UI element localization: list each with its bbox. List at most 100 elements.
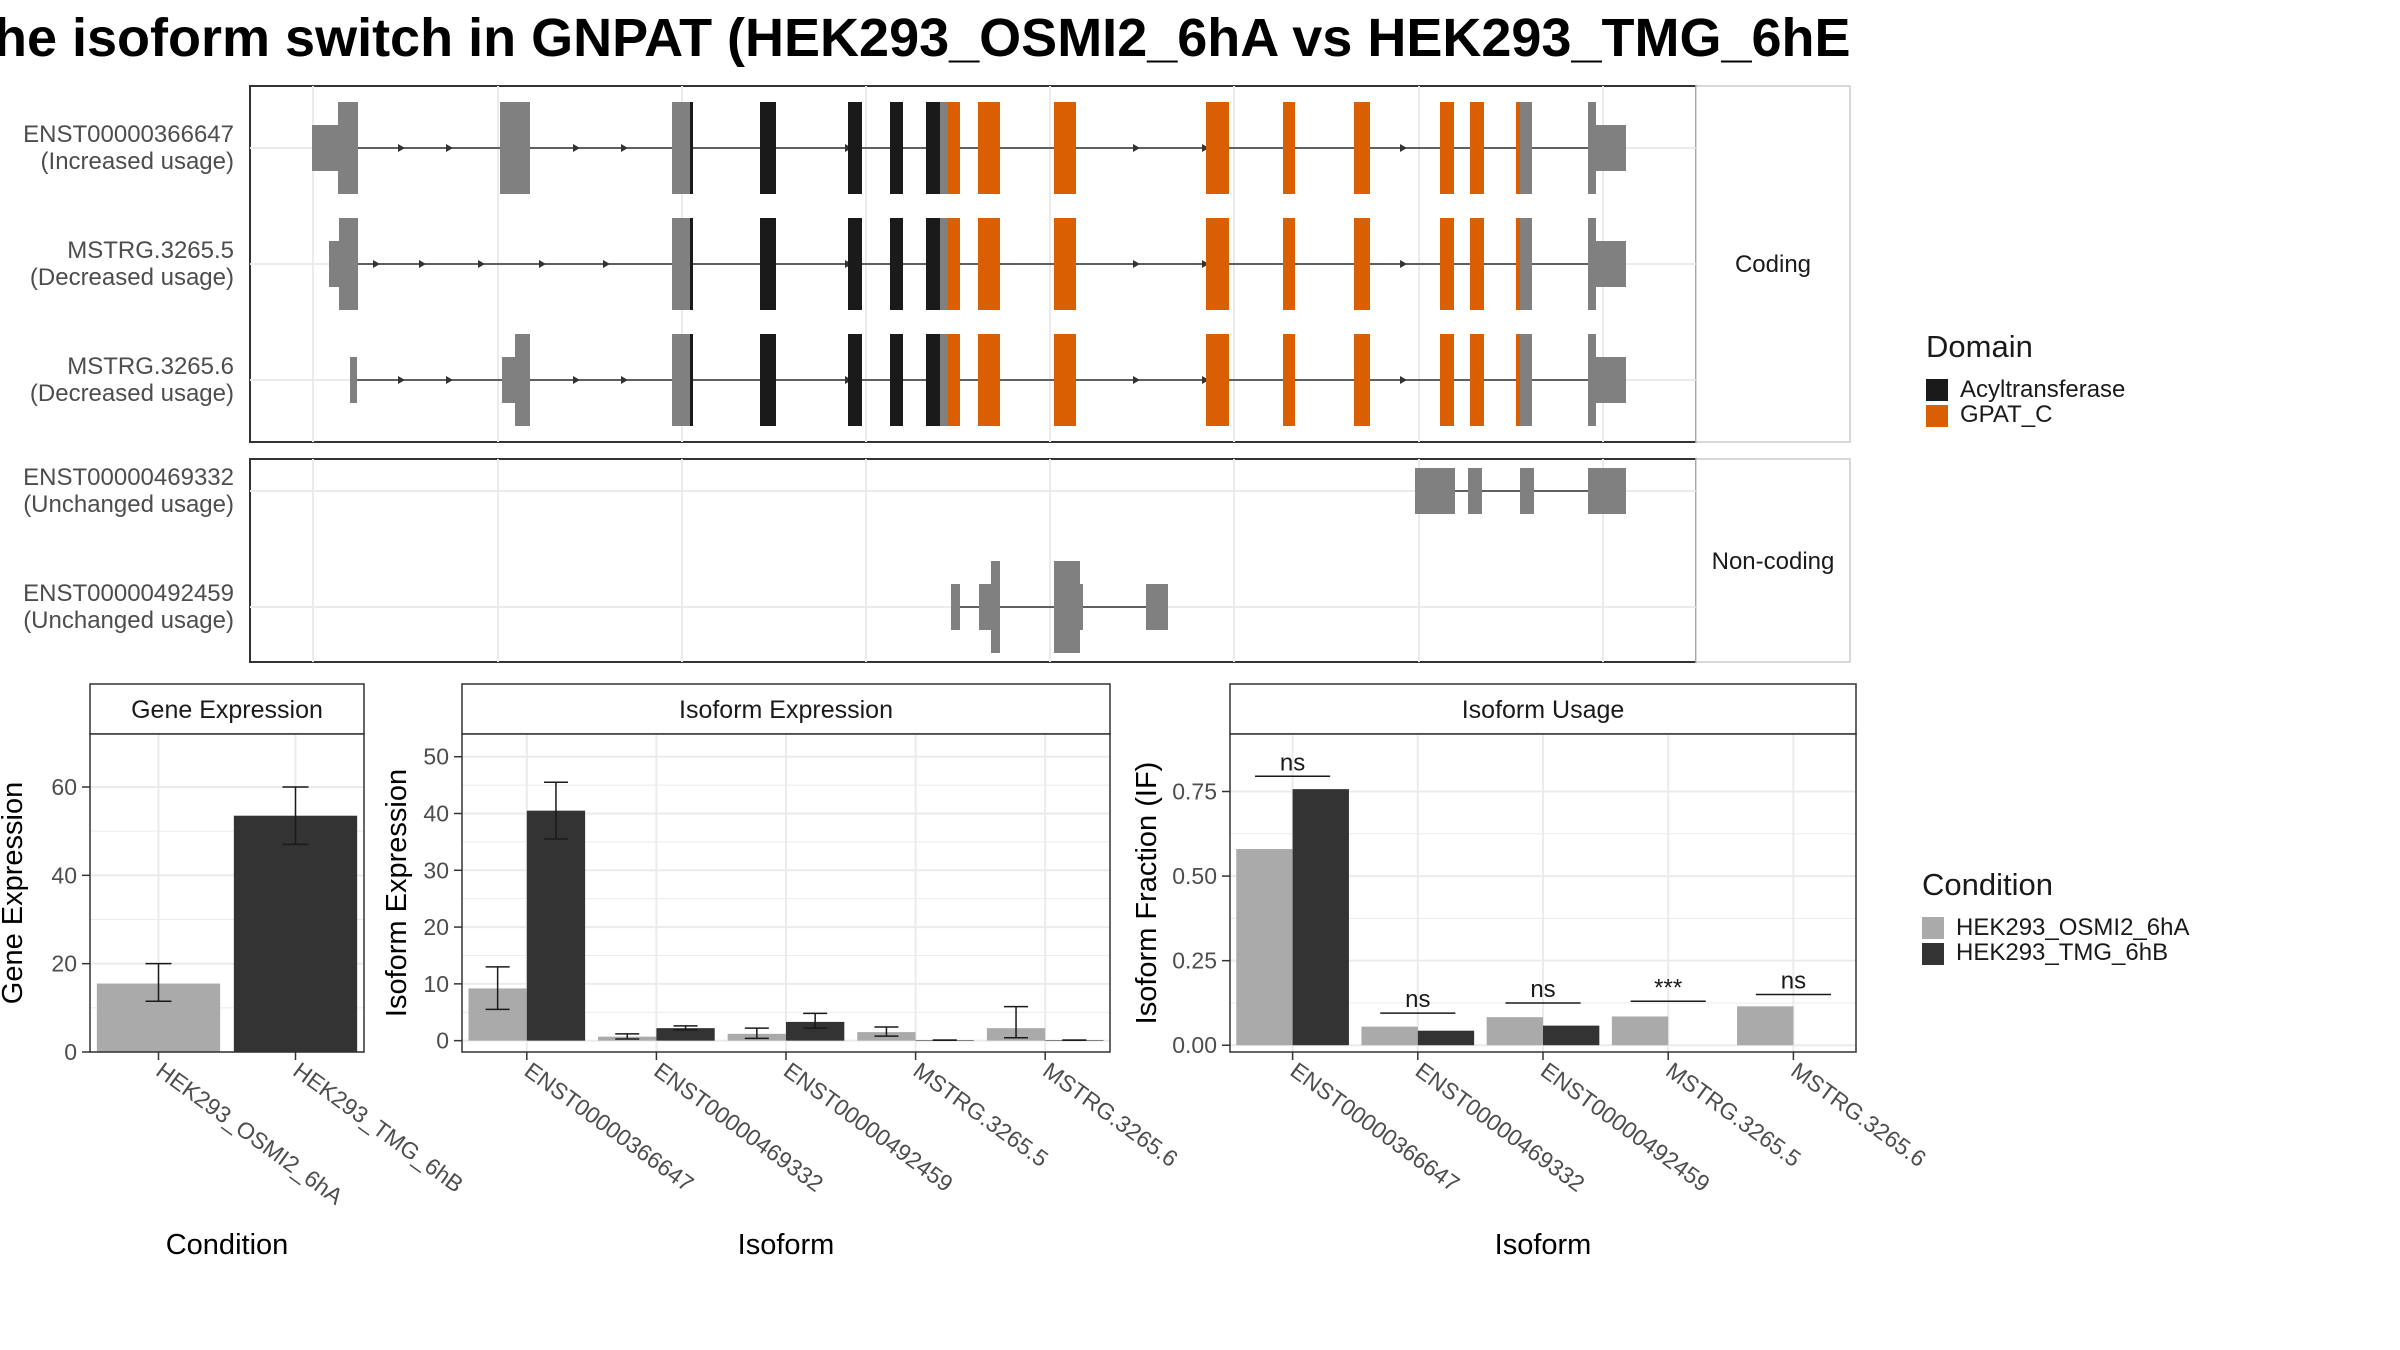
- transcript-row-mstrg-3265-6: [350, 334, 1626, 426]
- figure-title: he isoform switch in GNPAT (HEK293_OSMI2…: [0, 8, 1851, 68]
- acyltransferase-domain-row-1: [690, 102, 940, 194]
- bar-chart-panels: Gene Expression 0 20 40 60 Gene Expression HEK…: [0, 683, 1931, 1261]
- bar-enst00000366647-hek293-tmg-6hb: [526, 810, 586, 1041]
- panel-strip: [1229, 683, 1857, 735]
- gpat-c-domain-row-2: [948, 218, 1520, 310]
- x-tick-label: MSTRG.3265.6: [1786, 1057, 1931, 1172]
- y-tick-label: 50: [423, 744, 449, 770]
- y-tick-label: 0.00: [1172, 1032, 1217, 1058]
- transcript-id-label: ENST00000469332: [23, 464, 234, 491]
- significance-annotations: ns ns ns *** ns: [1255, 749, 1831, 1014]
- gpat-c-legend-label: GPAT_C: [1960, 401, 2052, 428]
- y-tick-label: 0: [64, 1039, 77, 1065]
- coding-facet-strip: [1695, 85, 1851, 443]
- panel-isoform-usage: Isoform Usage ns ns ns *** ns 0.00 0.25 0.50 0.75…: [1131, 683, 1931, 1261]
- panel-strip: [461, 683, 1111, 735]
- transcript-row-enst00000366647: [312, 102, 1626, 194]
- bar-enst00000366647-hek293-osmi2-6ha: [1236, 849, 1293, 1046]
- condition-legend: Condition HEK293_OSMI2_6hA HEK293_TMG_6h…: [1922, 867, 2189, 966]
- condition-b-legend-label: HEK293_TMG_6hB: [1956, 939, 2168, 966]
- transcript-structure-noncoding-panel: Non-coding: [249, 458, 1851, 663]
- panel-isoform-expression: Isoform Expression 0 10 20 30 40 50 Isoform Exp…: [381, 683, 1183, 1261]
- acyltransferase-legend-label: Acyltransferase: [1960, 376, 2125, 403]
- y-axis: 0 10 20 30 40 50 Isoform Expression: [381, 744, 462, 1054]
- acyltransferase-domain-row-3: [690, 334, 940, 426]
- bar-hek293-tmg-6hb: [233, 815, 358, 1052]
- significance-label: ns: [1405, 986, 1430, 1013]
- transcript-usage-label: (Decreased usage): [30, 380, 234, 407]
- bar-mstrg-3265-5-hek293-osmi2-6ha: [1611, 1016, 1669, 1046]
- significance-label: ns: [1530, 976, 1555, 1003]
- y-tick-label: 60: [51, 774, 77, 800]
- bar-enst00000492459-hek293-osmi2-6ha: [1486, 1017, 1543, 1046]
- acyltransferase-domain-row-2: [690, 218, 940, 310]
- transcript-row-enst00000492459: [951, 561, 1168, 653]
- panel-strip: [89, 683, 365, 735]
- condition-b-swatch: [1922, 943, 1944, 965]
- exons-row-1: [312, 102, 1626, 194]
- x-tick-label: MSTRG.3265.6: [1038, 1057, 1183, 1172]
- y-tick-label: 30: [423, 857, 449, 883]
- bar-enst00000469332-hek293-tmg-6hb: [1417, 1030, 1475, 1046]
- bar-enst00000469332-hek293-tmg-6hb: [656, 1028, 715, 1041]
- y-tick-label: 40: [423, 801, 449, 827]
- gpat-c-domain-row-3: [948, 334, 1520, 426]
- transcript-usage-label: (Unchanged usage): [23, 607, 234, 634]
- y-axis: 0.00 0.25 0.50 0.75 Isoform Fraction (IF): [1131, 762, 1230, 1058]
- x-axis-title: Condition: [166, 1229, 289, 1261]
- condition-a-swatch: [1922, 917, 1944, 939]
- significance-label: ns: [1781, 967, 1806, 994]
- y-axis-title: Isoform Fraction (IF): [1131, 762, 1163, 1025]
- x-axis-title: Isoform: [738, 1229, 835, 1261]
- bar-enst00000492459-hek293-tmg-6hb: [1543, 1025, 1600, 1046]
- panel-title: Gene Expression: [131, 696, 323, 724]
- condition-a-legend-label: HEK293_OSMI2_6hA: [1956, 914, 2189, 941]
- y-axis-title: Gene Expression: [0, 782, 29, 1004]
- exons-row-3: [350, 334, 1626, 426]
- acyltransferase-swatch: [1926, 379, 1948, 401]
- bar-enst00000492459-hek293-tmg-6hb: [786, 1021, 845, 1041]
- x-axis: ENST00000366647ENST00000469332ENST000004…: [1286, 1052, 1931, 1261]
- significance-label: ***: [1654, 974, 1682, 1001]
- x-axis-title: Isoform: [1495, 1229, 1592, 1261]
- bar-enst00000469332-hek293-osmi2-6ha: [1361, 1026, 1418, 1046]
- y-tick-label: 0: [436, 1028, 449, 1054]
- plot-frame: [89, 733, 365, 1053]
- transcript-row-mstrg-3265-5: [329, 218, 1626, 310]
- bars: [1236, 789, 1794, 1046]
- transcript-id-label: MSTRG.3265.5: [67, 237, 234, 264]
- y-tick-label: 0.50: [1172, 863, 1217, 889]
- domain-legend-title: Domain: [1926, 329, 2033, 364]
- panel-gene-expression: Gene Expression 0 20 40 60 Gene Expression HEK…: [0, 683, 468, 1261]
- y-tick-label: 20: [423, 914, 449, 940]
- panel-title: Isoform Expression: [679, 696, 893, 724]
- y-axis-title: Isoform Expression: [381, 769, 413, 1017]
- noncoding-facet-label: Non-coding: [1712, 548, 1835, 575]
- transcript-id-label: ENST00000366647: [23, 121, 234, 148]
- y-tick-label: 40: [51, 862, 77, 888]
- y-tick-label: 20: [51, 951, 77, 977]
- transcript-id-label: MSTRG.3265.6: [67, 353, 234, 380]
- transcript-usage-label: (Increased usage): [41, 148, 234, 175]
- transcript-row-enst00000469332: [1415, 468, 1626, 514]
- transcript-labels: ENST00000366647(Increased usage) MSTRG.32…: [23, 121, 234, 634]
- y-tick-label: 10: [423, 971, 449, 997]
- gpat-c-domain-row-1: [948, 102, 1520, 194]
- panel-title: Isoform Usage: [1462, 696, 1625, 724]
- bar-enst00000366647-hek293-tmg-6hb: [1292, 789, 1349, 1046]
- coding-facet-label: Coding: [1735, 251, 1811, 278]
- noncoding-facet-strip: [1695, 458, 1851, 663]
- significance-label: ns: [1280, 749, 1305, 776]
- transcript-structure-coding-panel: Coding: [249, 85, 1851, 443]
- domain-legend: Domain Acyltransferase GPAT_C: [1926, 329, 2125, 428]
- y-tick-label: 0.25: [1172, 948, 1217, 974]
- gpat-c-swatch: [1926, 405, 1948, 427]
- y-tick-label: 0.75: [1172, 779, 1217, 805]
- transcript-usage-label: (Decreased usage): [30, 264, 234, 291]
- bar-mstrg-3265-6-hek293-osmi2-6ha: [1737, 1006, 1794, 1046]
- x-axis: ENST00000366647ENST00000469332ENST000004…: [520, 1052, 1183, 1261]
- condition-legend-title: Condition: [1922, 867, 2053, 902]
- transcript-usage-label: (Unchanged usage): [23, 491, 234, 518]
